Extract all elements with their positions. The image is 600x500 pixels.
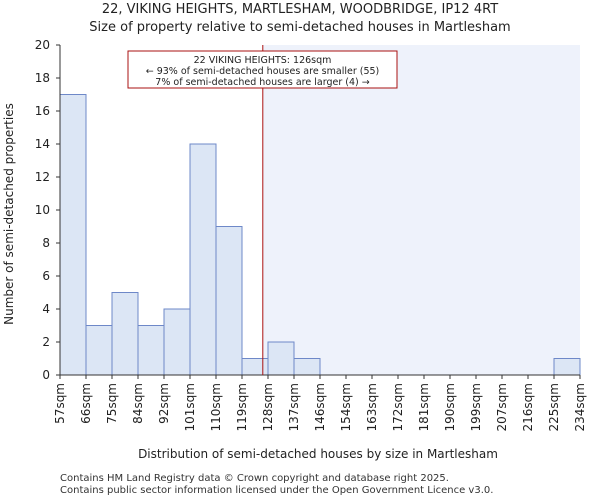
x-tick-label-84sqm: 84sqm [131,383,145,424]
x-tick-label-216sqm: 216sqm [521,383,535,431]
y-tick-label-8: 8 [42,236,50,250]
x-tick-label-66sqm: 66sqm [79,383,93,424]
x-tick-label-137sqm: 137sqm [287,383,301,431]
y-tick-label-12: 12 [35,170,50,184]
y-axis-label: Number of semi-detached properties [2,103,16,325]
bar-225sqm [553,358,581,376]
annotation-line-3: 7% of semi-detached houses are larger (4… [155,77,369,88]
chart-title-address: 22, VIKING HEIGHTS, MARTLESHAM, WOODBRID… [101,2,499,17]
bar-101sqm [189,143,217,376]
bar-66sqm [85,325,113,376]
bar-110sqm [215,226,243,376]
bar-92sqm [163,308,191,376]
x-tick-label-163sqm: 163sqm [365,383,379,431]
footer-licence: Contains public sector information licen… [60,485,494,496]
x-tick-label-128sqm: 128sqm [261,383,275,431]
annotation-line-2: ← 93% of semi-detached houses are smalle… [146,66,380,77]
y-tick-label-0: 0 [42,368,50,382]
x-tick-label-225sqm: 225sqm [547,383,561,431]
x-tick-label-190sqm: 190sqm [443,383,457,431]
annotation-line-1: 22 VIKING HEIGHTS: 126sqm [194,55,332,66]
y-tick-label-14: 14 [35,137,50,151]
x-axis-label: Distribution of semi-detached houses by … [138,447,498,461]
x-tick-label-57sqm: 57sqm [53,383,67,424]
footer-copyright: Contains HM Land Registry data © Crown c… [60,473,449,484]
highlight-region [262,45,580,375]
x-tick-label-234sqm: 234sqm [573,383,587,431]
x-tick-label-101sqm: 101sqm [183,383,197,431]
x-tick-label-181sqm: 181sqm [417,383,431,431]
x-tick-label-199sqm: 199sqm [469,383,483,431]
y-tick-label-6: 6 [42,269,50,283]
y-tick-label-18: 18 [35,71,50,85]
histogram-chart: 0 2 4 6 8 10 12 14 16 18 20 57sqm 66sqm 75sqm 84sqm 92… [2,38,587,461]
x-tick-label-92sqm: 92sqm [157,383,171,424]
annotation-box [127,50,398,89]
bar-57sqm [59,94,87,376]
bar-75sqm [111,292,139,376]
bar-128sqm [267,341,295,376]
x-tick-label-75sqm: 75sqm [105,383,119,424]
x-tick-label-154sqm: 154sqm [339,383,353,431]
y-tick-label-20: 20 [35,38,50,52]
bar-119sqm [241,358,269,376]
bar-84sqm [137,325,165,376]
y-tick-label-2: 2 [42,335,50,349]
x-tick-label-207sqm: 207sqm [495,383,509,431]
chart-title: Size of property relative to semi-detach… [89,20,511,35]
x-tick-label-110sqm: 110sqm [209,383,223,431]
x-tick-label-172sqm: 172sqm [391,383,405,431]
x-tick-label-146sqm: 146sqm [313,383,327,431]
y-tick-label-16: 16 [35,104,50,118]
y-tick-label-10: 10 [35,203,50,217]
x-tick-label-119sqm: 119sqm [235,383,249,431]
bar-137sqm [293,358,321,376]
y-tick-label-4: 4 [42,302,50,316]
